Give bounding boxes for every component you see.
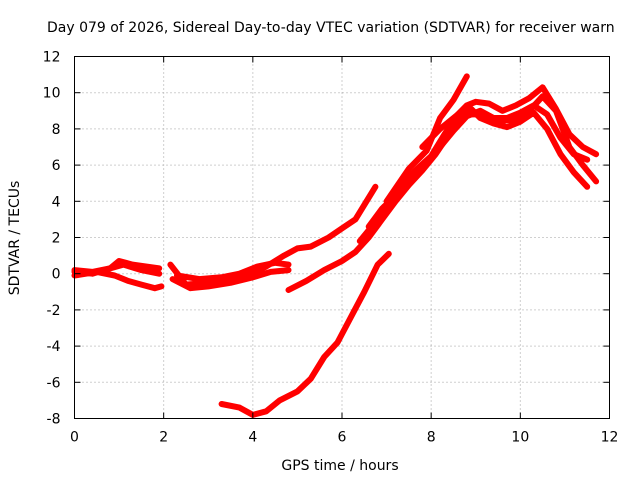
series-group [71, 73, 600, 418]
x-tick-label: 12 [601, 430, 619, 446]
x-tick-label: 2 [159, 430, 168, 446]
y-tick-label: 12 [43, 50, 61, 66]
x-tick-label: 10 [511, 430, 529, 446]
y-tick-label: -4 [47, 339, 61, 355]
y-tick-label: 8 [52, 122, 61, 138]
series-line-track-5 [169, 267, 292, 292]
y-tick-label: -6 [47, 375, 61, 391]
chart-title: Day 079 of 2026, Sidereal Day-to-day VTE… [47, 20, 615, 36]
series-line-track-9 [356, 102, 591, 245]
x-tick-label: 6 [338, 430, 347, 446]
axis-ticks: 0 2 4 6 8 10 12 -8 -6 -4 -2 0 2 4 6 8 10 12 [43, 50, 619, 446]
x-tick-label: 8 [427, 430, 436, 446]
series-line-track-6 [174, 259, 292, 283]
series-line-track-4 [167, 183, 379, 288]
series-line-track-3 [71, 261, 163, 277]
series-line-track-12 [419, 93, 600, 185]
grid [74, 56, 610, 419]
x-tick-label: 4 [248, 430, 257, 446]
x-tick-label: 0 [70, 430, 79, 446]
y-tick-label: -8 [47, 412, 61, 428]
series-line-track-8 [285, 106, 591, 293]
y-tick-label: 0 [52, 267, 61, 283]
x-axis-title: GPS time / hours [281, 458, 398, 474]
y-tick-label: 2 [52, 231, 61, 247]
y-tick-label: 10 [43, 86, 61, 102]
y-axis-title: SDTVAR / TECUs [7, 181, 23, 296]
y-tick-label: -2 [47, 303, 61, 319]
y-tick-label: 4 [52, 194, 61, 210]
y-tick-label: 6 [52, 158, 61, 174]
